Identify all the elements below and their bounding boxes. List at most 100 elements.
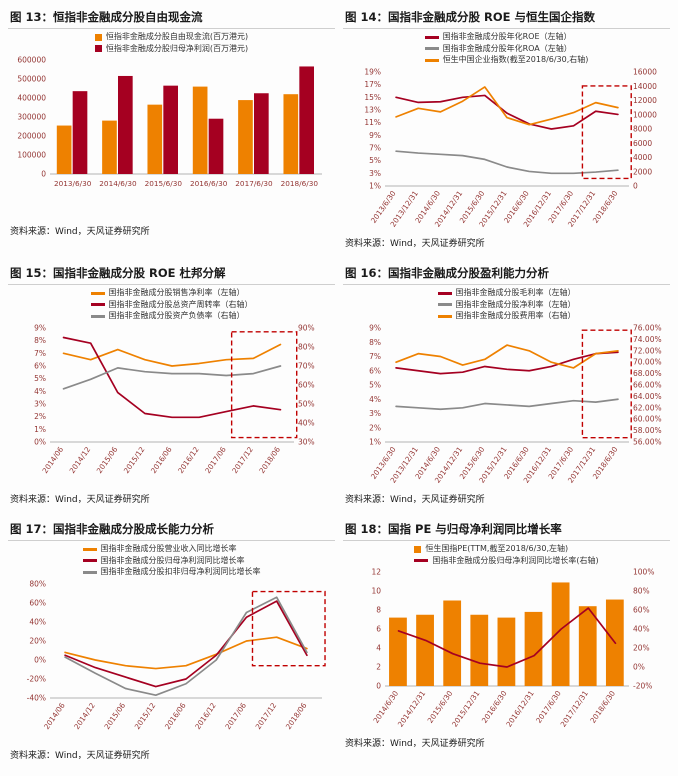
legend-label: 国指非金融成分股资产负债率（右轴） [108, 311, 245, 320]
legend-swatch [90, 303, 105, 307]
bar [56, 125, 72, 174]
svg-text:3%: 3% [369, 168, 381, 177]
svg-text:4%: 4% [369, 394, 381, 403]
svg-text:12: 12 [371, 568, 381, 577]
bar [147, 104, 163, 174]
legend-swatch [424, 58, 439, 62]
figure-15-title: 图 15：国指非金融成分股 ROE 杜邦分解 [8, 260, 335, 285]
figure-13-panel: 图 13：恒指非金融成分股自由现金流 恒指非金融成分股自由现金流(百万港元) 恒指… [8, 4, 335, 260]
svg-text:0%: 0% [633, 663, 645, 672]
legend-swatch [90, 291, 105, 295]
figure-18-plot-area: 0 2 4 6 8 10 12 -20% 0% 20% 40% 60% 80% 100% 2014/6/30… [343, 566, 670, 734]
bar [192, 86, 208, 174]
series-line-0 [395, 350, 619, 374]
svg-text:56.00%: 56.00% [633, 437, 662, 446]
legend-swatch [437, 291, 452, 295]
figure-17-source: 资料来源：Wind，天风证券研究所 [10, 750, 150, 761]
svg-text:0%: 0% [34, 437, 46, 446]
figure-16-source: 资料来源：Wind，天风证券研究所 [345, 494, 485, 505]
legend-label: 恒生中国企业指数(截至2018/6/30,右轴) [442, 55, 589, 64]
svg-text:50%: 50% [298, 399, 315, 408]
svg-text:15%: 15% [364, 92, 381, 101]
legend-item: 国指非金融成分股净利率（左轴） [437, 300, 576, 311]
svg-text:74.00%: 74.00% [633, 334, 662, 343]
series-line-1 [395, 149, 619, 174]
svg-text:11%: 11% [364, 118, 381, 127]
legend-swatch [94, 33, 102, 41]
figure-14-legend: 国指非金融成分股年化ROE（左轴） 国指非金融成分股年化ROA（左轴） 恒生中国企业… [343, 32, 670, 66]
series-line-1 [64, 599, 308, 687]
svg-text:2016/12: 2016/12 [176, 444, 201, 474]
legend-swatch [437, 303, 452, 307]
figure-14-plot-area: 1% 3% 5% 7% 9% 11% 13% 15% 17% 19% 0 2000 4000 6000 80… [343, 66, 670, 234]
svg-text:2016/06: 2016/06 [149, 444, 174, 474]
svg-text:5%: 5% [34, 374, 46, 383]
series-line-2 [62, 364, 282, 390]
svg-text:300000: 300000 [17, 113, 46, 122]
figure-15-panel: 图 15：国指非金融成分股 ROE 杜邦分解 国指非金融成分股销售净利率（左轴）… [8, 260, 335, 516]
svg-text:80%: 80% [298, 342, 315, 351]
series-line-0 [62, 343, 282, 367]
highlight-box [581, 328, 632, 438]
svg-text:2: 2 [376, 663, 381, 672]
figure-14-panel: 图 14：国指非金融成分股 ROE 与恒生国企指数 国指非金融成分股年化ROE（… [343, 4, 670, 260]
legend-label: 国指非金融成分股归母净利润同比增长率(右轴) [432, 555, 599, 565]
figure-18-legend: 恒生国指PE(TTM,截至2018/6/30,左轴) 国指非金融成分股归母净利润同… [343, 544, 670, 566]
svg-text:2014/12: 2014/12 [72, 700, 97, 730]
figure-15-legend: 国指非金融成分股销售净利率（左轴） 国指非金融成分股总资产周转率（右轴） 国指非金融… [8, 288, 335, 322]
svg-text:12000: 12000 [633, 96, 657, 105]
svg-text:62.00%: 62.00% [633, 403, 662, 412]
figure-18-title: 图 18：国指 PE 与归母净利润同比增长率 [343, 516, 670, 541]
svg-text:0: 0 [376, 682, 381, 691]
svg-text:7%: 7% [369, 143, 381, 152]
svg-text:5%: 5% [369, 156, 381, 165]
svg-text:6: 6 [376, 625, 381, 634]
figure-14-chart: 1% 3% 5% 7% 9% 11% 13% 15% 17% 19% 0 2000 4000 6000 80… [364, 67, 657, 228]
svg-text:2016/06: 2016/06 [163, 700, 188, 730]
figure-14-title: 图 14：国指非金融成分股 ROE 与恒生国企指数 [343, 4, 670, 29]
svg-text:90%: 90% [298, 323, 315, 332]
figure-13-title: 图 13：恒指非金融成分股自由现金流 [8, 4, 335, 29]
svg-text:8: 8 [376, 606, 381, 615]
series-line-2 [64, 595, 308, 696]
figure-16-legend: 国指非金融成分股毛利率（左轴） 国指非金融成分股净利率（左轴） 国指非金融成分股费用… [343, 288, 670, 322]
highlight-box [251, 590, 326, 666]
figure-13-chart: 0 100000 200000 300000 400000 500000 600000 201… [17, 56, 322, 188]
svg-text:0: 0 [41, 170, 46, 179]
svg-text:2018/06: 2018/06 [284, 700, 309, 730]
legend-item: 恒指非金融成分股归母净利润(百万港元) [94, 44, 248, 55]
svg-text:2017/12: 2017/12 [230, 444, 255, 474]
legend-item: 国指非金融成分股归母净利润同比增长率 [82, 556, 261, 567]
svg-text:2016/12/31: 2016/12/31 [504, 689, 535, 729]
bar [524, 611, 543, 686]
svg-text:2015/12: 2015/12 [122, 444, 147, 474]
svg-text:2018/6/30: 2018/6/30 [281, 179, 319, 188]
svg-text:9%: 9% [369, 323, 381, 332]
figure-15-source: 资料来源：Wind，天风证券研究所 [10, 494, 150, 505]
svg-text:3%: 3% [369, 409, 381, 418]
legend-swatch [82, 559, 97, 563]
legend-label: 国指非金融成分股销售净利率（左轴） [108, 288, 245, 297]
svg-text:14000: 14000 [633, 81, 657, 90]
legend-item: 恒生国指PE(TTM,截至2018/6/30,左轴) [414, 544, 598, 555]
figure-16-chart: 1% 2% 3% 4% 5% 6% 7% 8% 9% 56.00% 58.00% 60.00% 62.0… [369, 323, 662, 484]
figure-15-plot-area: 0% 1% 2% 3% 4% 5% 6% 7% 8% 9% 30% 40% 50% 60% 70% 80% 90… [8, 322, 335, 490]
figure-15-chart: 0% 1% 2% 3% 4% 5% 6% 7% 8% 9% 30% 40% 50% 60% 70% 80% 90… [34, 323, 315, 474]
legend-item: 国指非金融成分股毛利率（左轴） [437, 288, 576, 299]
svg-text:0: 0 [633, 181, 638, 190]
svg-text:-20%: -20% [633, 682, 652, 691]
svg-text:16000: 16000 [633, 67, 657, 76]
svg-text:10: 10 [371, 587, 381, 596]
svg-text:-20%: -20% [27, 674, 46, 683]
legend-swatch [94, 45, 102, 53]
legend-item: 国指非金融成分股扣非归母净利润同比增长率 [82, 567, 261, 578]
legend-item: 国指非金融成分股营业收入同比增长率 [82, 544, 261, 555]
svg-text:2%: 2% [34, 412, 46, 421]
svg-text:7%: 7% [369, 352, 381, 361]
bar [254, 93, 269, 174]
svg-text:100%: 100% [633, 568, 654, 577]
svg-text:200000: 200000 [17, 132, 46, 141]
svg-text:40%: 40% [633, 625, 650, 634]
bar [72, 91, 88, 174]
